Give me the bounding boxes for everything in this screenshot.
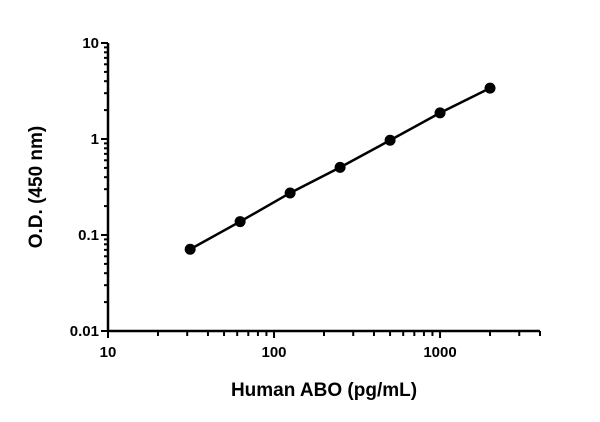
data-point xyxy=(384,134,396,146)
data-point xyxy=(484,82,496,94)
data-point xyxy=(284,187,296,199)
x-tick-label: 10 xyxy=(100,344,117,361)
y-tick-label: 0.01 xyxy=(70,323,99,340)
data-point xyxy=(184,243,196,255)
y-tick-label: 0.1 xyxy=(78,227,99,244)
x-tick-label: 100 xyxy=(262,344,287,361)
y-tick-label: 10 xyxy=(82,35,99,52)
data-point xyxy=(234,216,246,228)
data-point xyxy=(434,107,446,119)
y-axis-label: O.D. (450 nm) xyxy=(26,126,47,248)
data-point xyxy=(334,161,346,173)
y-tick-label: 1 xyxy=(91,131,99,148)
x-axis-label: Human ABO (pg/mL) xyxy=(231,380,417,401)
x-tick-label: 1000 xyxy=(423,344,456,361)
